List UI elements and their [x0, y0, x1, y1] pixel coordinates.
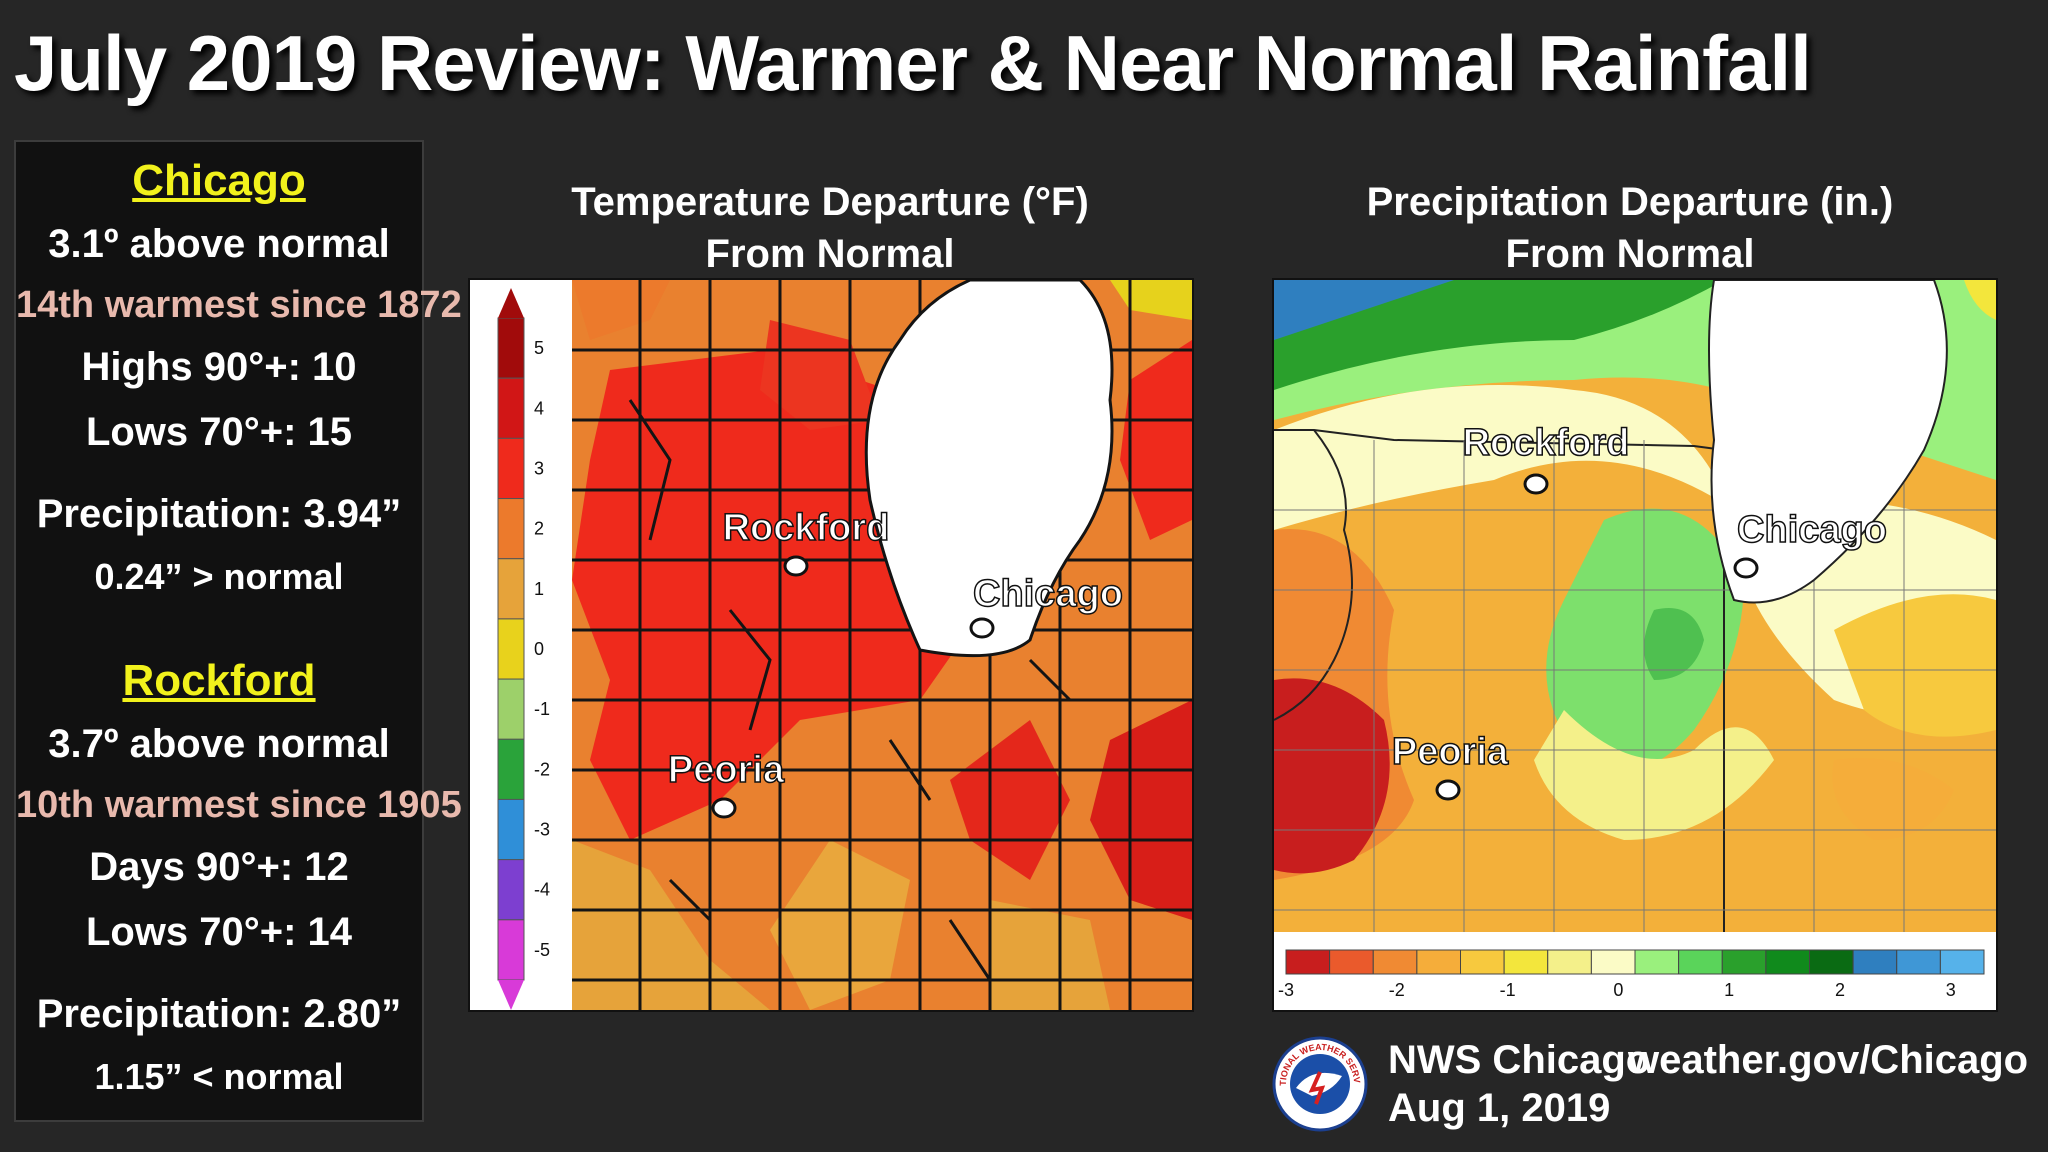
precip-map-title: Precipitation Departure (in.) From Norma… [1366, 180, 1894, 276]
precip-scale-label: -1 [1500, 980, 1516, 1000]
svg-text:Rockford: Rockford [723, 507, 890, 549]
footer-date: Aug 1, 2019 [1388, 1086, 1611, 1130]
precip-scale-swatch [1634, 949, 1680, 975]
footer-url[interactable]: weather.gov/Chicago [1628, 1038, 2029, 1082]
rockford-temp-departure: 3.7º above normal [48, 722, 390, 766]
chicago-precip: Precipitation: 3.94” [36, 492, 402, 536]
temp-scale-swatch [497, 498, 525, 560]
precip-scale-label: 3 [1946, 980, 1956, 1000]
temp-scale-label: -4 [534, 880, 550, 900]
temp-scale-swatch [497, 859, 525, 921]
precip-scale-label: 0 [1613, 980, 1623, 1000]
temp-city-rockford: Rockford [722, 506, 890, 577]
temp-scale-label: 4 [534, 398, 544, 418]
svg-text:Chicago: Chicago [1737, 509, 1887, 551]
temp-scale-label: 1 [534, 579, 544, 599]
lake-michigan [1708, 280, 1948, 604]
temp-map-title: Temperature Departure (°F) From Normal [571, 180, 1089, 276]
rockford-warm-rank: 10th warmest since 1905 [16, 784, 462, 826]
precip-scale-label: 1 [1724, 980, 1734, 1000]
precip-scale-label: -3 [1278, 980, 1294, 1000]
precip-scale-swatch [1721, 949, 1767, 975]
temp-scale-label: -2 [534, 759, 550, 779]
page-title: July 2019 Review: Warmer & Near Normal R… [14, 19, 1812, 107]
scale-top-arrow [498, 288, 524, 318]
precip-scale-swatch [1678, 949, 1723, 975]
temp-city-peoria: Peoria [667, 748, 786, 819]
precip-scale-swatch [1765, 949, 1810, 975]
chicago-warm-rank: 14th warmest since 1872 [16, 284, 462, 326]
temp-scale-label: 5 [534, 338, 544, 358]
scale-bottom-arrow [498, 980, 524, 1010]
rockford-highs: Days 90°+: 12 [89, 845, 349, 889]
precip-scale-swatch [1329, 949, 1374, 975]
svg-text:Peoria: Peoria [1392, 731, 1509, 773]
chicago-lows: Lows 70°+: 15 [85, 410, 353, 454]
temperature-departure-map: 5 4 3 2 1 0 -1 -2 -3 -4 -5 Rockford [468, 278, 1194, 1012]
chicago-temp-departure: 3.1º above normal [48, 222, 390, 266]
precip-scale-swatch [1416, 949, 1461, 975]
precip-scale-swatch [1896, 949, 1941, 975]
footer-org: NWS Chicago [1388, 1038, 1651, 1082]
temp-scale-label: 3 [534, 458, 544, 478]
precip-scale-swatch [1547, 949, 1592, 975]
chicago-highs: Highs 90°+: 10 [81, 345, 357, 389]
temp-scale-label: -1 [534, 699, 550, 719]
temp-scale-swatch [497, 558, 525, 620]
svg-text:Rockford: Rockford [1463, 422, 1630, 464]
stats-panel: Chicago 3.1º above normal 14th warmest s… [14, 140, 462, 1122]
temp-scale-swatch [497, 798, 525, 861]
rockford-lows: Lows 70°+: 14 [85, 910, 353, 954]
precip-city-rockford: Rockford [1462, 421, 1630, 495]
temp-scale-swatch [497, 738, 525, 800]
temp-scale-swatch [497, 377, 525, 439]
temp-scale-swatch [497, 437, 525, 500]
precip-scale-label: -2 [1389, 980, 1405, 1000]
precip-scale-swatch [1460, 949, 1505, 975]
county-boundaries [1274, 440, 1996, 1010]
precip-scale-swatch [1852, 949, 1898, 975]
precip-city-peoria: Peoria [1391, 730, 1510, 801]
precip-city-chicago: Chicago [1733, 508, 1888, 579]
temp-scale-swatch [497, 618, 525, 680]
precip-scale-swatch [1372, 949, 1418, 975]
svg-text:Chicago: Chicago [973, 573, 1123, 615]
temp-scale-swatch [497, 678, 525, 740]
chicago-precip-departure: 0.24” > normal [94, 556, 344, 597]
chicago-heading: Chicago [132, 156, 306, 205]
temperature-color-scale: 5 4 3 2 1 0 -1 -2 -3 -4 -5 [497, 288, 550, 1010]
nws-logo: NATIONAL WEATHER SERVICE [1272, 1036, 1368, 1132]
precip-scale-swatch [1939, 949, 1985, 975]
lake-michigan [864, 280, 1114, 658]
svg-text:Peoria: Peoria [668, 749, 785, 791]
precip-scale-swatch [1285, 949, 1331, 975]
precip-scale-label: 2 [1835, 980, 1845, 1000]
precipitation-departure-map: Rockford Chicago Peoria -3 -2 -1 0 1 2 3 [1272, 278, 1998, 1012]
temp-scale-label: -5 [534, 940, 550, 960]
rockford-precip: Precipitation: 2.80” [36, 992, 402, 1036]
rockford-precip-departure: 1.15” < normal [94, 1056, 344, 1097]
precipitation-color-scale: -3 -2 -1 0 1 2 3 [1278, 949, 1985, 1000]
temp-scale-swatch [497, 919, 525, 981]
rockford-heading: Rockford [122, 656, 316, 705]
temp-scale-label: 0 [534, 639, 544, 659]
temp-scale-swatch [497, 317, 525, 379]
precip-scale-swatch [1590, 949, 1636, 975]
precip-scale-swatch [1809, 949, 1854, 975]
precipitation-shading [1274, 280, 1996, 880]
temp-city-chicago: Chicago [969, 572, 1124, 639]
temp-scale-label: 2 [534, 519, 544, 539]
precip-scale-swatch [1503, 949, 1549, 975]
temp-scale-label: -3 [534, 820, 550, 840]
